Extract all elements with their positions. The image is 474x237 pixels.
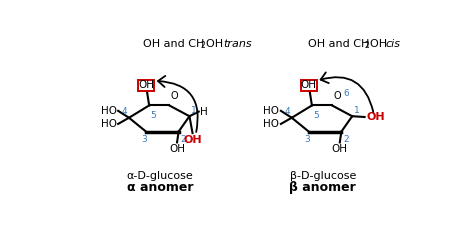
Text: O: O — [171, 91, 179, 101]
Text: OH: OH — [370, 39, 391, 49]
Text: 4: 4 — [284, 107, 290, 116]
Text: OH and CH: OH and CH — [143, 39, 205, 49]
Bar — [138, 80, 154, 91]
Text: α anomer: α anomer — [127, 181, 193, 194]
Text: 2: 2 — [180, 135, 186, 144]
Text: OH: OH — [332, 144, 348, 154]
Text: 1: 1 — [191, 106, 197, 115]
Text: 2: 2 — [200, 41, 205, 50]
FancyArrowPatch shape — [320, 73, 374, 112]
Text: cis: cis — [385, 39, 401, 49]
Text: 4: 4 — [122, 107, 128, 116]
Text: β anomer: β anomer — [289, 181, 356, 194]
Text: OH and CH: OH and CH — [308, 39, 369, 49]
Text: OH: OH — [138, 80, 154, 91]
Text: 3: 3 — [304, 135, 310, 144]
Text: HO: HO — [100, 119, 117, 129]
Text: OH: OH — [301, 80, 317, 91]
Text: 1: 1 — [354, 106, 359, 115]
Text: OH: OH — [206, 39, 227, 49]
Text: 5: 5 — [151, 111, 156, 120]
Text: 2: 2 — [343, 135, 348, 144]
Text: HO: HO — [100, 106, 117, 116]
Text: 6: 6 — [343, 89, 349, 98]
Text: 3: 3 — [142, 135, 147, 144]
Text: OH: OH — [183, 135, 202, 145]
FancyArrowPatch shape — [158, 76, 198, 132]
Text: trans: trans — [224, 39, 252, 49]
Bar — [301, 80, 317, 91]
Text: 2: 2 — [365, 41, 369, 50]
Text: β-D-glucose: β-D-glucose — [290, 171, 356, 181]
Text: H: H — [201, 107, 208, 117]
Text: α-D-glucose: α-D-glucose — [127, 171, 193, 181]
Text: HO: HO — [264, 119, 279, 129]
Text: OH: OH — [366, 112, 385, 122]
Text: O: O — [334, 91, 341, 101]
Text: HO: HO — [264, 106, 279, 116]
Text: 5: 5 — [313, 111, 319, 120]
Text: OH: OH — [169, 144, 185, 154]
